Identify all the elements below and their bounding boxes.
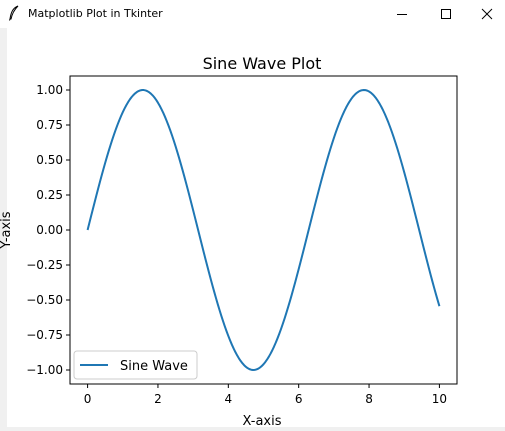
y-axis-label: Y-axis (0, 211, 14, 249)
y-tick-label: 0.75 (36, 118, 63, 132)
chart-title: Sine Wave Plot (203, 54, 322, 73)
legend-box (73, 350, 198, 380)
plot-area (70, 76, 457, 384)
series-line-sine-wave (86, 89, 441, 371)
y-tick-label: −0.75 (26, 328, 63, 342)
y-tick-label: 0.00 (36, 223, 63, 237)
window-title: Matplotlib Plot in Tkinter (28, 7, 163, 20)
maximize-icon (441, 9, 451, 19)
y-tick-label: 1.00 (36, 83, 63, 97)
x-tick-label: 8 (365, 392, 373, 406)
x-axis-label: X-axis (243, 414, 282, 429)
x-tick-label: 0 (84, 392, 92, 406)
x-tick-label: 4 (224, 392, 232, 406)
y-tick-label: −1.00 (26, 363, 63, 377)
close-icon (481, 8, 492, 20)
y-tick-label: −0.50 (26, 293, 63, 307)
close-button[interactable] (468, 0, 505, 28)
maximize-button[interactable] (424, 0, 468, 28)
legend: Sine Wave (73, 350, 198, 380)
x-tick-label: 10 (432, 392, 447, 406)
x-axis-ticks: 0 2 4 6 8 10 (84, 384, 447, 406)
legend-label-sine-wave: Sine Wave (120, 359, 188, 374)
y-axis-ticks: −1.00 −0.75 −0.50 −0.25 0.00 0.25 0.50 0.75 1.00 (26, 83, 70, 377)
title-bar[interactable]: Matplotlib Plot in Tkinter (0, 0, 505, 28)
y-tick-label: 0.50 (36, 153, 63, 167)
minimize-button[interactable] (380, 0, 424, 28)
minimize-icon (397, 14, 407, 15)
y-tick-label: −0.25 (26, 258, 63, 272)
x-tick-label: 2 (154, 392, 162, 406)
feather-icon (8, 5, 20, 21)
plot-frame (69, 75, 458, 385)
y-tick-label: 0.25 (36, 188, 63, 202)
x-tick-label: 6 (295, 392, 303, 406)
